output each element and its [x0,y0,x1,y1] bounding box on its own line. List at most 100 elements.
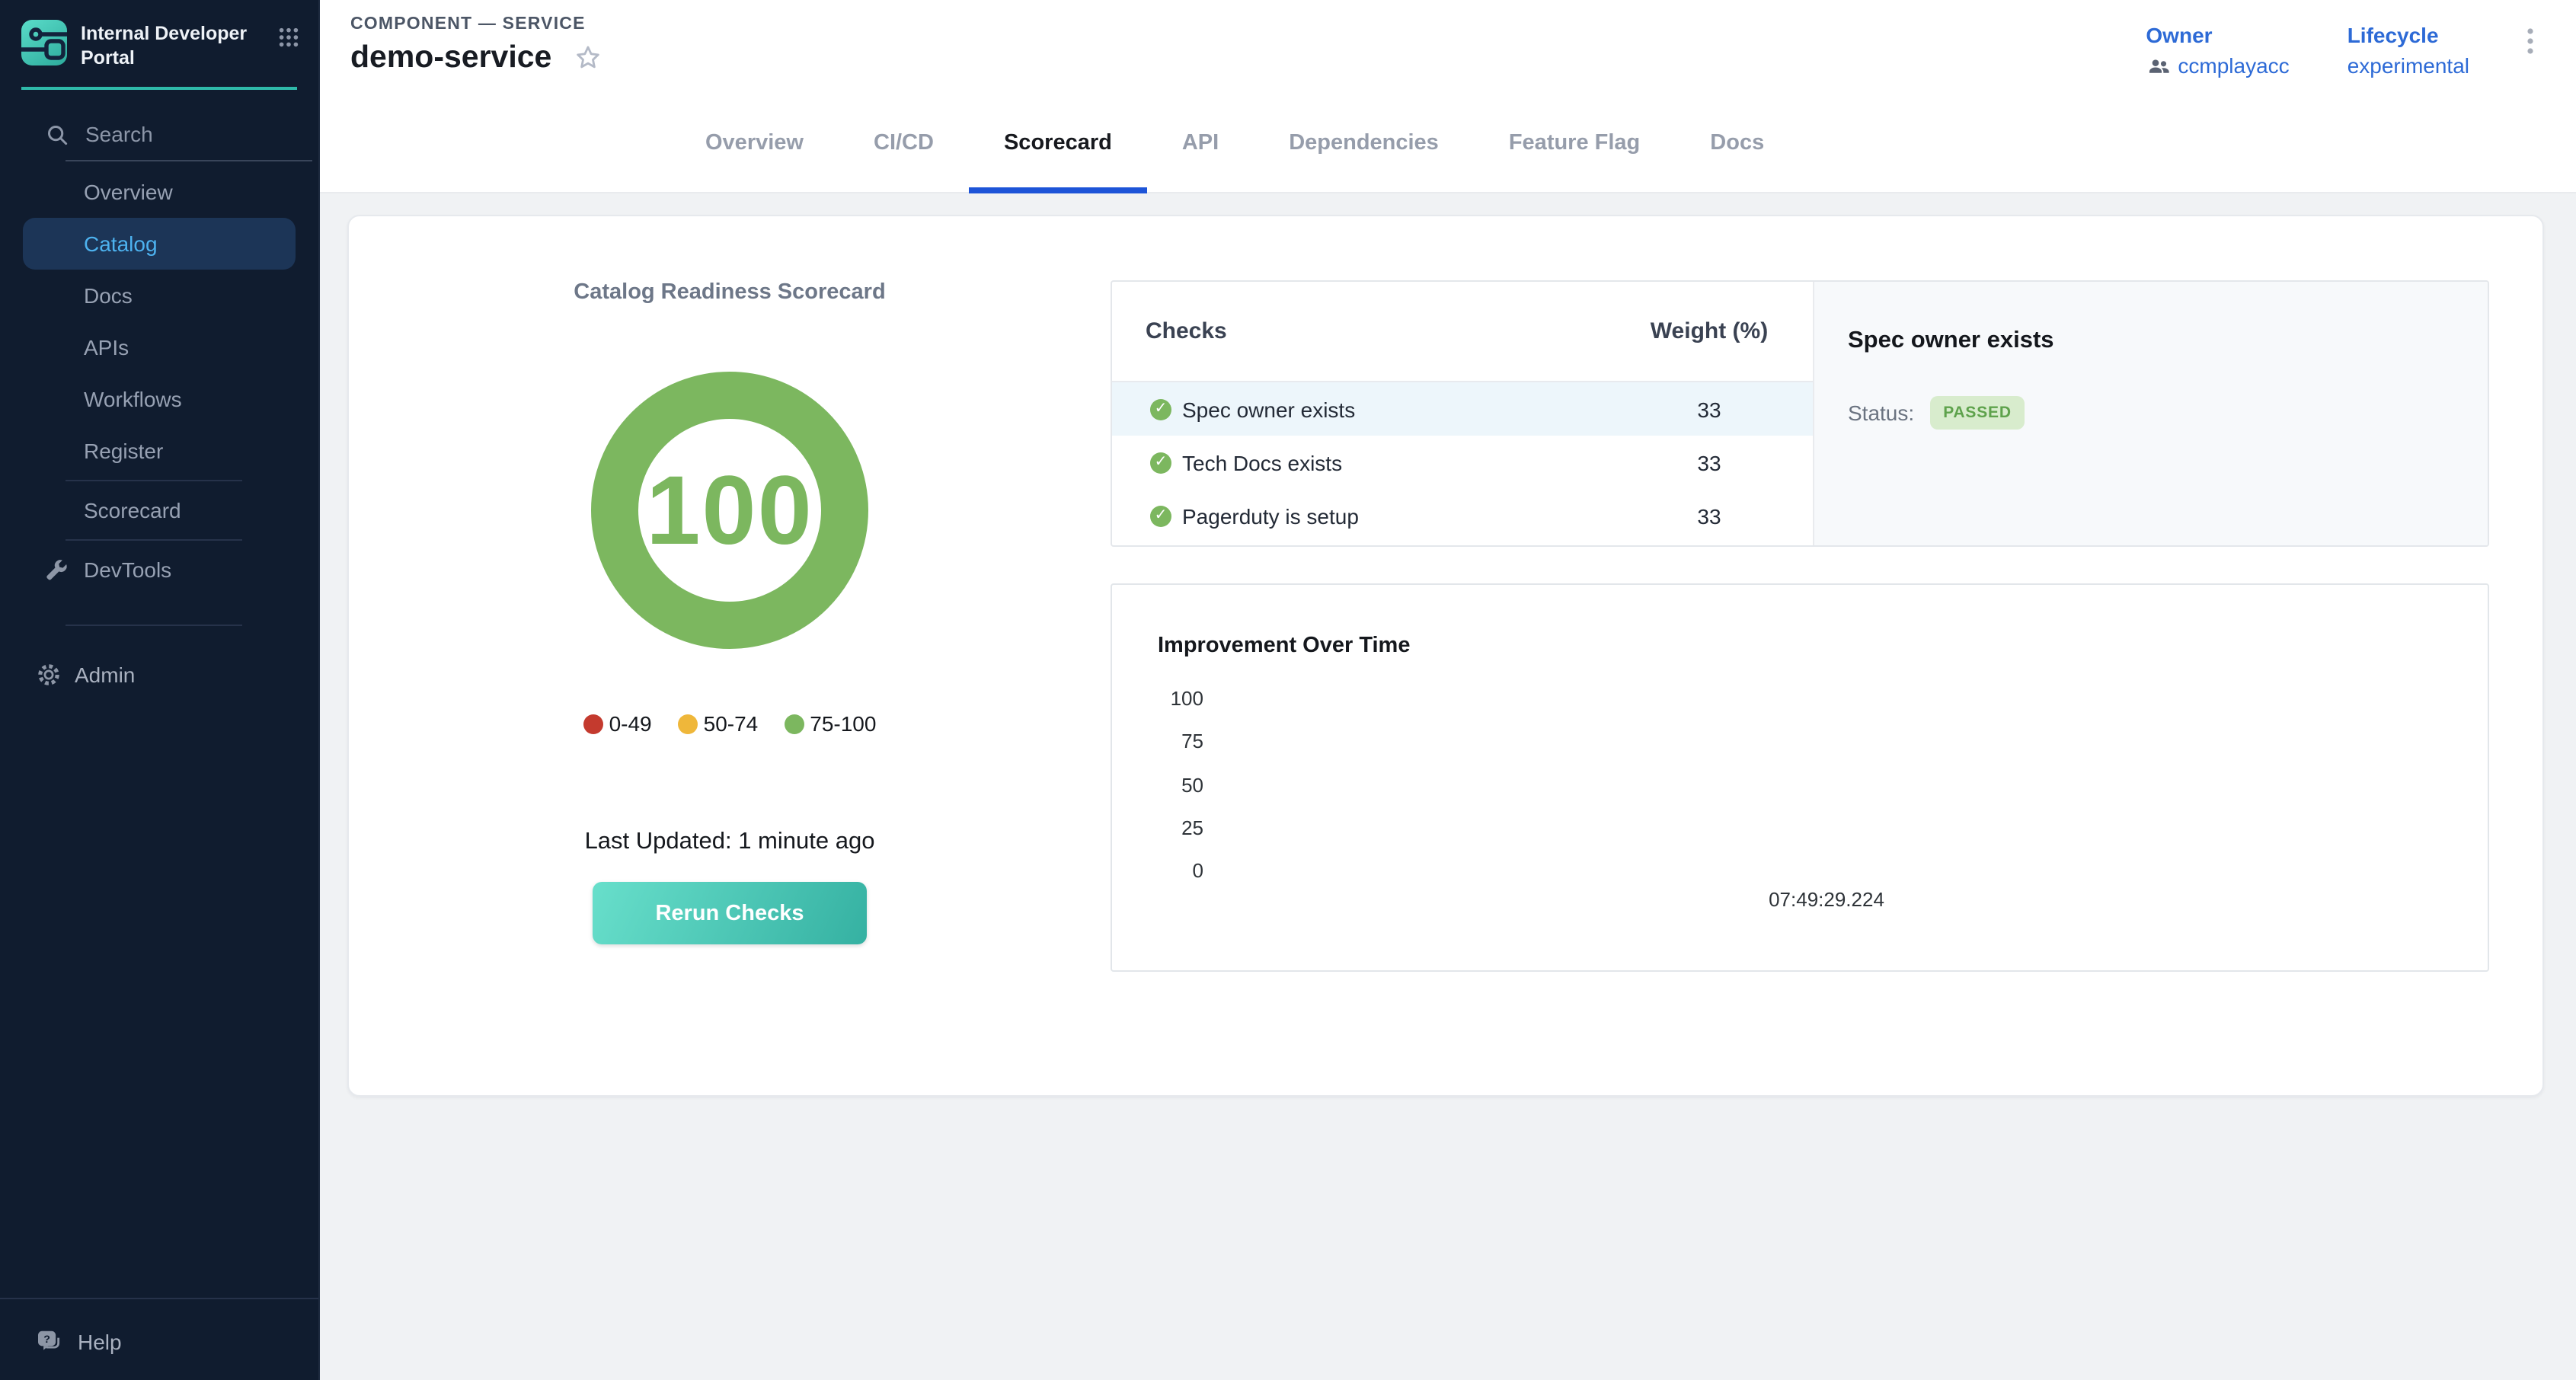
sidebar-item-label: DevTools [84,557,171,582]
tab-scorecard[interactable]: Scorecard [969,94,1147,192]
tab-label: CI/CD [874,131,934,155]
check-weight: 33 [1618,450,1801,474]
checks-column-header: Checks [1146,318,1227,344]
scorecard-card: Catalog Readiness Scorecard 100 0-49 50-… [347,215,2544,1097]
owner-label: Owner [2146,23,2289,47]
tab-label: API [1182,131,1219,155]
tab-docs[interactable]: Docs [1675,94,1799,192]
sidebar-divider [66,625,242,626]
sidebar-divider [66,539,242,541]
score-legend: 0-49 50-74 75-100 [583,711,877,736]
search-placeholder: Search [85,122,153,146]
check-weight: 33 [1618,397,1801,421]
status-badge: PASSED [1929,396,2025,430]
app-window: Internal Developer Portal Search [0,0,2576,1380]
lifecycle-label: Lifecycle [2347,23,2469,47]
search-input[interactable]: Search [0,108,318,160]
tab-overview[interactable]: Overview [670,94,839,192]
entity-tabs: Overview CI/CD Scorecard API Dependencie… [320,94,2576,193]
page-title: demo-service [350,40,551,76]
sidebar-item-label: APIs [84,335,129,359]
check-name: Pagerduty is setup [1182,503,1359,528]
entity-heading: COMPONENT — SERVICE demo-service [350,15,603,76]
sidebar-item-label: Register [84,439,163,463]
improvement-chart: Improvement Over Time 100 75 50 25 0 07:… [1111,583,2489,972]
chart-title: Improvement Over Time [1158,634,1411,658]
sidebar-item-label: Scorecard [84,498,181,522]
sidebar-item-admin[interactable]: Admin [0,649,318,701]
sidebar-item-scorecard[interactable]: Scorecard [0,484,318,536]
help-icon: ? [37,1330,64,1354]
sidebar-item-help[interactable]: ? Help [0,1298,318,1380]
sidebar-item-workflows[interactable]: Workflows [0,373,318,425]
legend-dot-red [583,714,603,733]
svg-text:?: ? [43,1334,50,1346]
sidebar-item-label: Catalog [84,232,158,256]
check-detail-title: Spec owner exists [1848,327,2454,355]
check-row-tech-docs[interactable]: ✓ Tech Docs exists 33 [1112,436,1813,489]
tab-label: Dependencies [1289,131,1439,155]
gear-icon [37,663,61,687]
check-passed-icon: ✓ [1150,505,1171,526]
rerun-checks-button[interactable]: Rerun Checks [593,882,867,944]
check-detail-panel: Spec owner exists Status: PASSED [1813,282,2488,545]
main-area: COMPONENT — SERVICE demo-service Owner [320,0,2576,1380]
legend-label: 0-49 [609,711,652,736]
legend-item: 0-49 [583,711,652,736]
sidebar-item-register[interactable]: Register [0,425,318,477]
search-underline [66,160,312,161]
check-name: Tech Docs exists [1182,450,1342,474]
page: Internal Developer Portal Search [0,0,2576,1380]
sidebar-item-label: Workflows [84,387,182,411]
content-area: Catalog Readiness Scorecard 100 0-49 50-… [320,193,2576,1380]
tab-api[interactable]: API [1147,94,1254,192]
weight-column-header: Weight (%) [1618,318,1801,344]
legend-label: 50-74 [704,711,759,736]
sidebar-nav: Overview Catalog Docs APIs Workflows Reg… [0,166,318,701]
check-passed-icon: ✓ [1150,452,1171,473]
sidebar-divider [66,480,242,481]
checks-panel: Checks Weight (%) ✓ Spec owner exists 33… [1111,280,2489,547]
sidebar-item-apis[interactable]: APIs [0,321,318,373]
check-passed-icon: ✓ [1150,398,1171,420]
sidebar-item-label: Admin [75,663,135,687]
search-icon [46,123,69,145]
sidebar-item-devtools[interactable]: DevTools [0,544,318,596]
more-menu-icon[interactable] [2527,23,2533,62]
y-axis-tick: 100 [1155,687,1203,710]
owner-link[interactable]: ccmplayacc [2178,53,2289,78]
sidebar-item-docs[interactable]: Docs [0,270,318,321]
check-row-spec-owner[interactable]: ✓ Spec owner exists 33 [1112,382,1813,436]
y-axis-tick: 0 [1155,859,1203,882]
entity-meta: Owner ccmplayacc [2146,15,2533,78]
score-column: Catalog Readiness Scorecard 100 0-49 50-… [349,216,1111,1095]
group-icon [2146,56,2169,75]
tab-label: Feature Flag [1509,131,1640,155]
legend-dot-amber [678,714,698,733]
page-header: COMPONENT — SERVICE demo-service Owner [320,0,2576,94]
owner-block: Owner ccmplayacc [2146,23,2289,78]
check-name: Spec owner exists [1182,397,1355,421]
tab-dependencies[interactable]: Dependencies [1254,94,1474,192]
sidebar-item-label: Docs [84,283,133,308]
favorite-star-icon[interactable] [573,43,603,73]
lifecycle-block: Lifecycle experimental [2347,23,2469,78]
score-value: 100 [646,454,813,567]
brand-divider [21,87,297,90]
tab-label: Scorecard [1004,131,1112,155]
check-weight: 33 [1618,503,1801,528]
sidebar-item-catalog[interactable]: Catalog [23,218,296,270]
checks-table-header: Checks Weight (%) [1112,282,1813,382]
tab-label: Overview [705,131,804,155]
last-updated-text: Last Updated: 1 minute ago [585,829,875,856]
tab-feature-flag[interactable]: Feature Flag [1474,94,1675,192]
sidebar-item-overview[interactable]: Overview [0,166,318,218]
x-axis-tick: 07:49:29.224 [1769,888,1884,911]
legend-item: 75-100 [784,711,876,736]
app-grid-icon[interactable] [277,26,300,56]
portal-logo-icon [21,20,67,65]
tab-cicd[interactable]: CI/CD [839,94,969,192]
check-row-pagerduty[interactable]: ✓ Pagerduty is setup 33 [1112,489,1813,542]
sidebar-item-label: Overview [84,180,173,204]
scorecard-title: Catalog Readiness Scorecard [574,280,885,305]
